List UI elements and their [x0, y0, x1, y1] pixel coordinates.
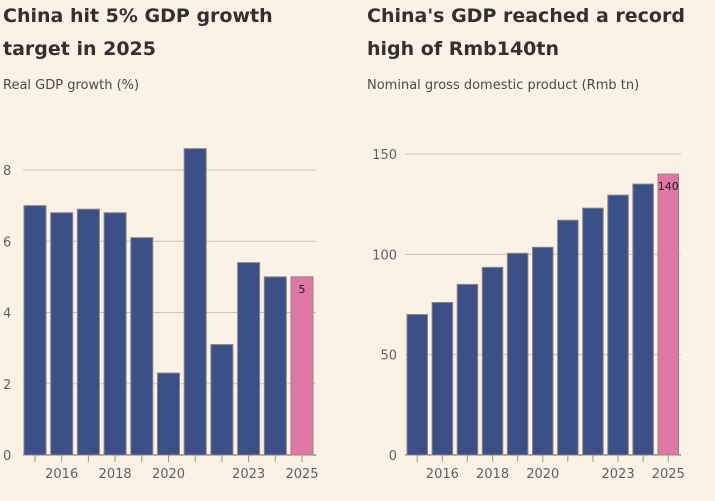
- chart-subtitle: Nominal gross domestic product (Rmb tn): [367, 78, 640, 93]
- y-tick-label: 50: [380, 349, 397, 364]
- x-tick-label: 2016: [45, 467, 78, 482]
- y-tick-label: 6: [3, 235, 11, 250]
- bar: [607, 194, 629, 456]
- y-tick-label: 2: [3, 378, 11, 393]
- x-tick-label: 2016: [426, 467, 459, 482]
- bar: [582, 207, 604, 456]
- bar-highlight: [657, 173, 679, 456]
- x-tick-label: 2018: [476, 467, 509, 482]
- bar: [406, 314, 428, 456]
- y-tick-label: 8: [3, 164, 11, 179]
- bar: [532, 246, 554, 456]
- x-tick-label: 2023: [602, 467, 635, 482]
- x-tick-label: 2025: [652, 467, 685, 482]
- growth-chart-panel: China hit 5% GDP growth target in 2025 R…: [3, 0, 343, 501]
- bar: [557, 219, 579, 456]
- y-tick-label: 0: [3, 449, 11, 464]
- bar: [456, 283, 479, 456]
- chart-title: China's GDP reached a record high of Rmb…: [367, 5, 685, 60]
- x-tick-label: 2020: [526, 467, 559, 482]
- y-tick-label: 100: [372, 248, 397, 263]
- x-tick-label: 2018: [99, 467, 132, 482]
- x-tick-label: 2020: [152, 467, 185, 482]
- data-label: 140: [658, 180, 679, 193]
- chart-title: China hit 5% GDP growth target in 2025: [3, 5, 273, 60]
- bar: [431, 301, 454, 456]
- x-tick-label: 2023: [232, 467, 265, 482]
- chart-subtitle: Real GDP growth (%): [3, 78, 140, 93]
- bar: [506, 252, 529, 456]
- y-tick-label: 4: [3, 307, 11, 322]
- y-tick-label: 0: [389, 449, 397, 464]
- bar: [481, 266, 504, 456]
- gdp-chart-panel: China's GDP reached a record high of Rmb…: [367, 0, 715, 501]
- y-tick-label: 150: [372, 148, 397, 163]
- data-label: 5: [299, 283, 306, 296]
- bar: [632, 183, 654, 456]
- x-tick-label: 2025: [285, 467, 318, 482]
